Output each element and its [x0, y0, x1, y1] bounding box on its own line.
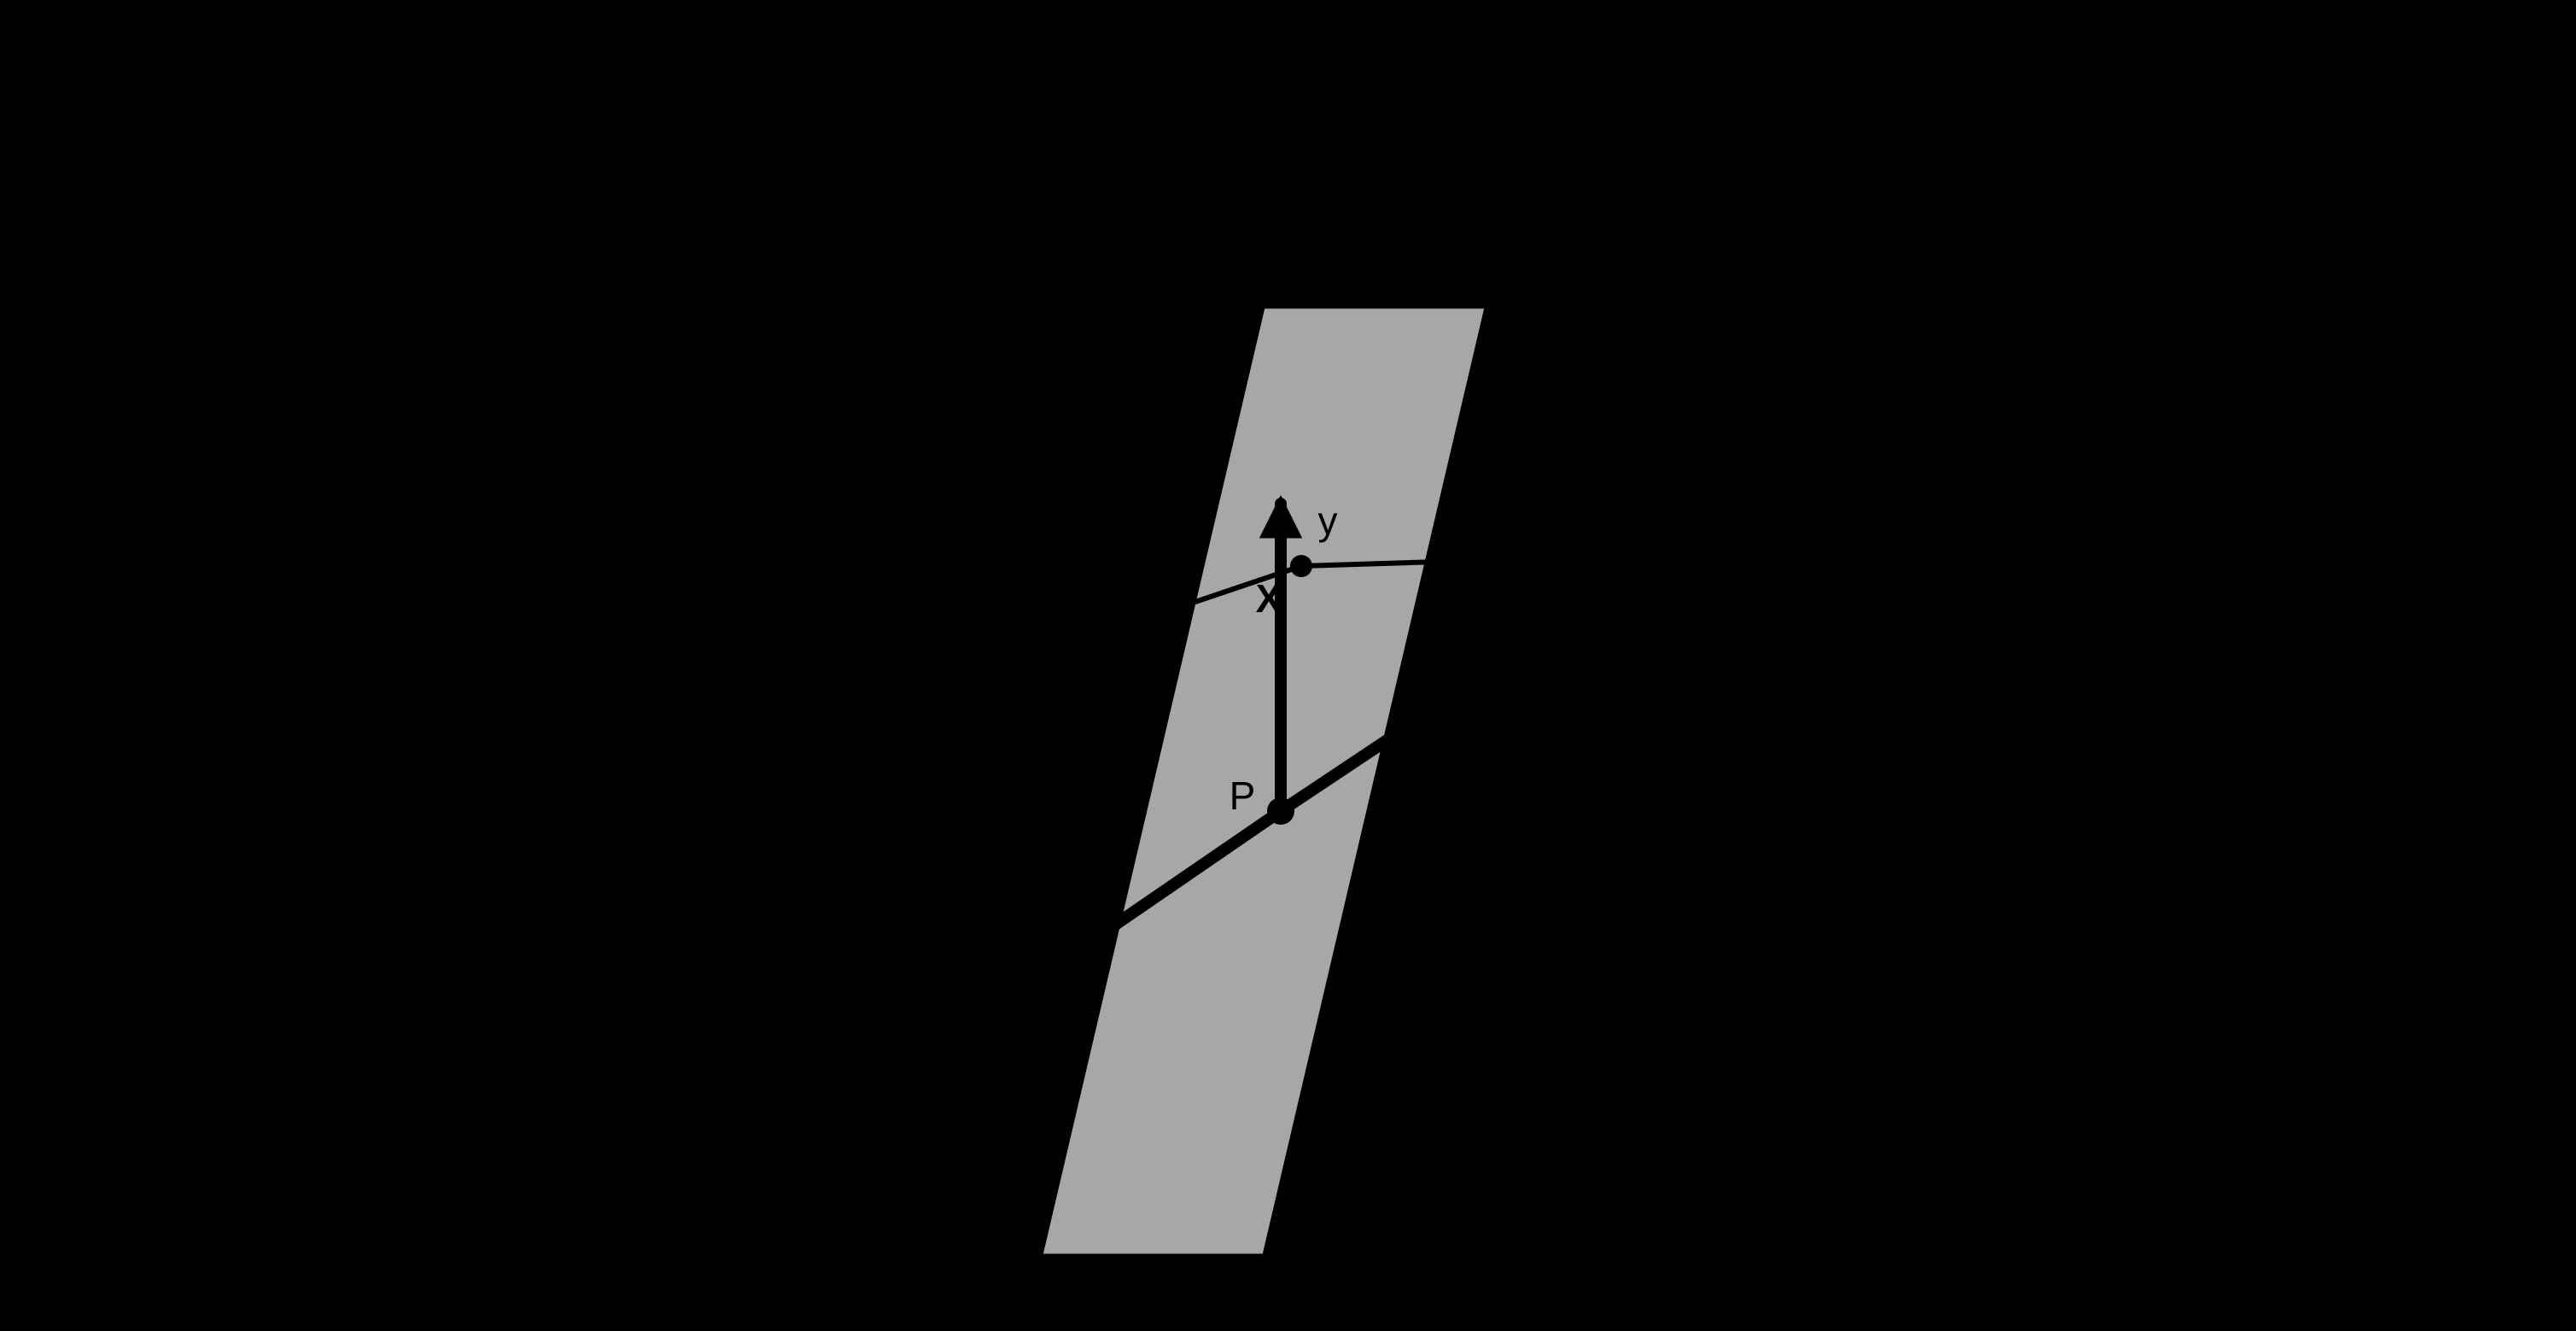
label-axis-z: z [1028, 980, 1048, 1026]
tangent-plane [1042, 307, 1486, 1255]
point-x-dot [1290, 555, 1312, 577]
label-axis-x: x [1553, 668, 1573, 715]
label-point-x: X [1256, 575, 1282, 622]
label-origin-p: P [1230, 773, 1256, 819]
origin-point [1267, 797, 1294, 825]
label-axis-y: y [1318, 498, 1338, 544]
diagram-stage: P y x z X [0, 0, 2576, 1331]
diagram-svg [0, 0, 2576, 1331]
